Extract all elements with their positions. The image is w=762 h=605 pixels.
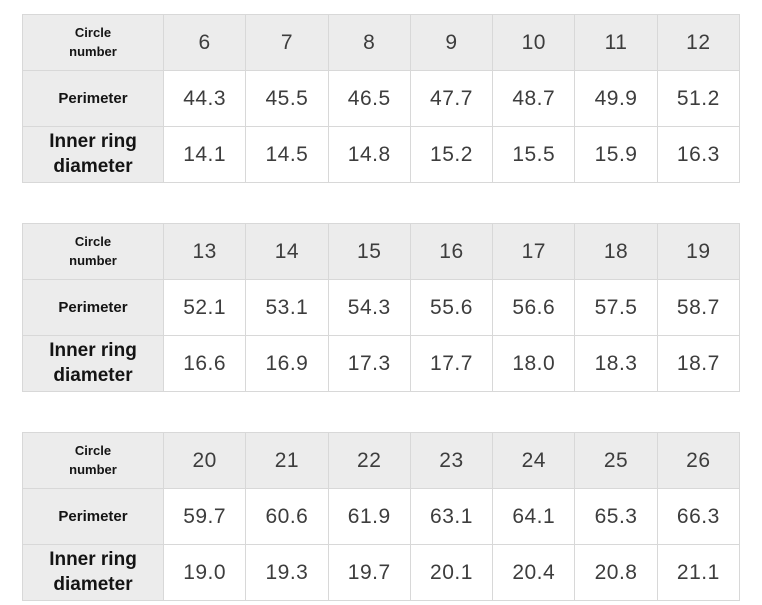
perimeter-cell: 57.5 bbox=[574, 279, 658, 336]
inner-diameter-label-text: Inner ring diameter bbox=[49, 130, 137, 177]
circle-number-cell: 18 bbox=[574, 223, 658, 280]
circle-number-cell: 24 bbox=[492, 432, 576, 489]
perimeter-cell: 51.2 bbox=[656, 70, 741, 127]
circle-number-cell: 23 bbox=[409, 432, 494, 489]
perimeter-cell: 66.3 bbox=[656, 488, 741, 545]
perimeter-row: Perimeter 59.7 60.6 61.9 63.1 64.1 65.3 … bbox=[22, 488, 741, 545]
inner-diameter-row: Inner ring diameter 14.1 14.5 14.8 15.2 … bbox=[22, 126, 741, 183]
circle-number-cell: 12 bbox=[656, 14, 741, 71]
perimeter-cell: 63.1 bbox=[409, 488, 494, 545]
inner-diameter-cell: 19.0 bbox=[162, 544, 247, 601]
circle-number-label: Circle number bbox=[22, 223, 164, 280]
perimeter-cell: 46.5 bbox=[327, 70, 411, 127]
perimeter-cell: 44.3 bbox=[162, 70, 247, 127]
perimeter-row: Perimeter 52.1 53.1 54.3 55.6 56.6 57.5 … bbox=[22, 279, 741, 336]
circle-number-cell: 11 bbox=[574, 14, 658, 71]
inner-diameter-label-text: Inner ring diameter bbox=[49, 548, 137, 595]
circle-number-cell: 22 bbox=[327, 432, 411, 489]
circle-number-cell: 15 bbox=[327, 223, 411, 280]
circle-number-cell: 25 bbox=[574, 432, 658, 489]
inner-diameter-row: Inner ring diameter 19.0 19.3 19.7 20.1 … bbox=[22, 544, 741, 601]
inner-diameter-cell: 16.9 bbox=[245, 335, 329, 392]
inner-diameter-label-text: Inner ring diameter bbox=[49, 339, 137, 386]
inner-diameter-label: Inner ring diameter bbox=[22, 544, 164, 601]
perimeter-cell: 65.3 bbox=[574, 488, 658, 545]
perimeter-cell: 52.1 bbox=[162, 279, 247, 336]
inner-diameter-cell: 19.3 bbox=[245, 544, 329, 601]
perimeter-label: Perimeter bbox=[22, 279, 164, 336]
inner-diameter-row: Inner ring diameter 16.6 16.9 17.3 17.7 … bbox=[22, 335, 741, 392]
perimeter-cell: 48.7 bbox=[492, 70, 576, 127]
perimeter-cell: 60.6 bbox=[245, 488, 329, 545]
inner-diameter-cell: 14.1 bbox=[162, 126, 247, 183]
inner-diameter-cell: 16.3 bbox=[656, 126, 741, 183]
circle-number-label: Circle number bbox=[22, 14, 164, 71]
perimeter-row: Perimeter 44.3 45.5 46.5 47.7 48.7 49.9 … bbox=[22, 70, 741, 127]
perimeter-cell: 55.6 bbox=[409, 279, 494, 336]
circle-number-row: Circle number 13 14 15 16 17 18 19 bbox=[22, 223, 741, 280]
inner-diameter-cell: 18.7 bbox=[656, 335, 741, 392]
inner-diameter-cell: 18.3 bbox=[574, 335, 658, 392]
perimeter-label-text: Perimeter bbox=[58, 298, 128, 316]
circle-number-cell: 10 bbox=[492, 14, 576, 71]
circle-number-cell: 13 bbox=[162, 223, 247, 280]
perimeter-cell: 56.6 bbox=[492, 279, 576, 336]
circle-number-cell: 14 bbox=[245, 223, 329, 280]
ring-size-table-2: Circle number 13 14 15 16 17 18 19 Perim… bbox=[22, 223, 741, 392]
inner-diameter-cell: 14.5 bbox=[245, 126, 329, 183]
circle-number-row: Circle number 6 7 8 9 10 11 12 bbox=[22, 14, 741, 71]
circle-number-cell: 8 bbox=[327, 14, 411, 71]
perimeter-cell: 61.9 bbox=[327, 488, 411, 545]
inner-diameter-cell: 15.9 bbox=[574, 126, 658, 183]
inner-diameter-cell: 16.6 bbox=[162, 335, 247, 392]
circle-number-cell: 26 bbox=[656, 432, 741, 489]
inner-diameter-label: Inner ring diameter bbox=[22, 335, 164, 392]
perimeter-label: Perimeter bbox=[22, 70, 164, 127]
inner-diameter-cell: 20.8 bbox=[574, 544, 658, 601]
perimeter-cell: 59.7 bbox=[162, 488, 247, 545]
circle-number-label-text: Circle number bbox=[69, 233, 117, 268]
ring-size-table-1: Circle number 6 7 8 9 10 11 12 Perimeter… bbox=[22, 14, 741, 183]
inner-diameter-cell: 17.7 bbox=[409, 335, 494, 392]
inner-diameter-cell: 15.2 bbox=[409, 126, 494, 183]
inner-diameter-cell: 14.8 bbox=[327, 126, 411, 183]
inner-diameter-cell: 20.4 bbox=[492, 544, 576, 601]
inner-diameter-cell: 21.1 bbox=[656, 544, 741, 601]
inner-diameter-cell: 17.3 bbox=[327, 335, 411, 392]
circle-number-cell: 9 bbox=[409, 14, 494, 71]
circle-number-row: Circle number 20 21 22 23 24 25 26 bbox=[22, 432, 741, 489]
circle-number-cell: 17 bbox=[492, 223, 576, 280]
perimeter-cell: 58.7 bbox=[656, 279, 741, 336]
circle-number-cell: 6 bbox=[162, 14, 247, 71]
perimeter-cell: 53.1 bbox=[245, 279, 329, 336]
circle-number-cell: 7 bbox=[245, 14, 329, 71]
inner-diameter-cell: 19.7 bbox=[327, 544, 411, 601]
perimeter-cell: 49.9 bbox=[574, 70, 658, 127]
inner-diameter-cell: 20.1 bbox=[409, 544, 494, 601]
perimeter-label-text: Perimeter bbox=[58, 507, 128, 525]
perimeter-cell: 54.3 bbox=[327, 279, 411, 336]
perimeter-cell: 64.1 bbox=[492, 488, 576, 545]
perimeter-label: Perimeter bbox=[22, 488, 164, 545]
circle-number-label-text: Circle number bbox=[69, 442, 117, 477]
circle-number-cell: 21 bbox=[245, 432, 329, 489]
circle-number-label: Circle number bbox=[22, 432, 164, 489]
inner-diameter-cell: 15.5 bbox=[492, 126, 576, 183]
circle-number-cell: 20 bbox=[162, 432, 247, 489]
circle-number-cell: 16 bbox=[409, 223, 494, 280]
perimeter-cell: 47.7 bbox=[409, 70, 494, 127]
perimeter-cell: 45.5 bbox=[245, 70, 329, 127]
circle-number-cell: 19 bbox=[656, 223, 741, 280]
ring-size-table-3: Circle number 20 21 22 23 24 25 26 Perim… bbox=[22, 432, 741, 601]
inner-diameter-label: Inner ring diameter bbox=[22, 126, 164, 183]
inner-diameter-cell: 18.0 bbox=[492, 335, 576, 392]
circle-number-label-text: Circle number bbox=[69, 24, 117, 59]
perimeter-label-text: Perimeter bbox=[58, 89, 128, 107]
